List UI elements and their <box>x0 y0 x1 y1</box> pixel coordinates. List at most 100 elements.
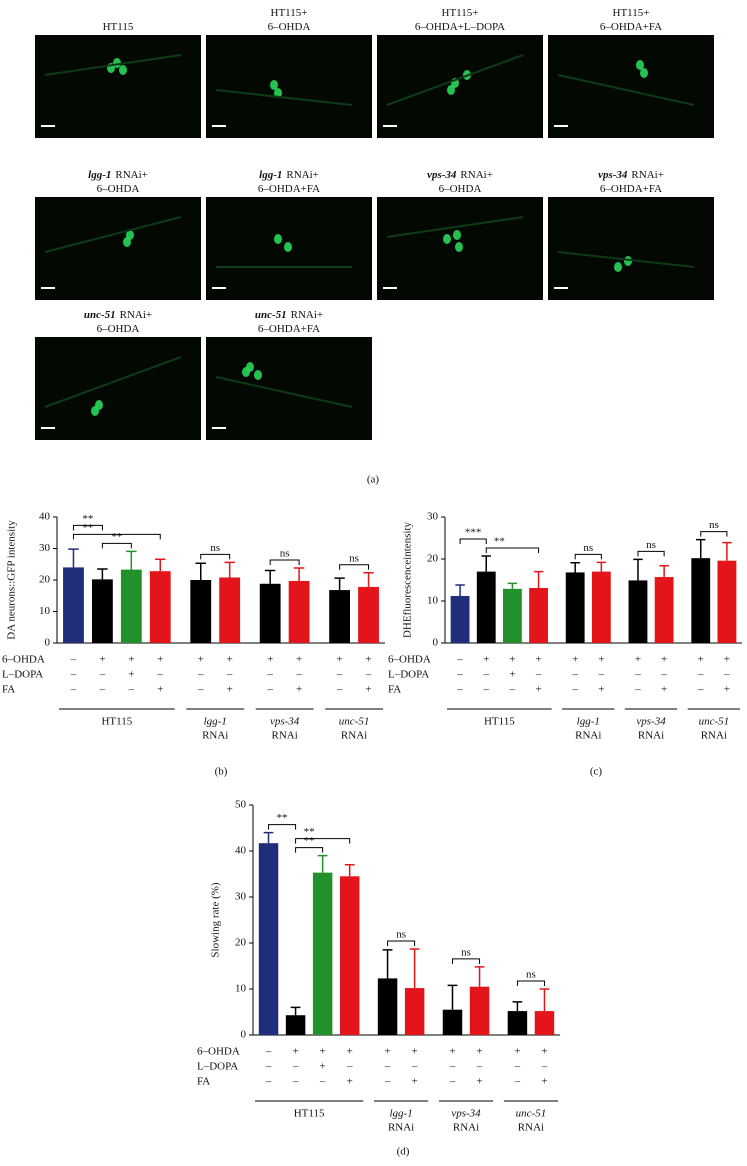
group-label: RNAi <box>388 1122 414 1134</box>
y-tick-label: 0 <box>241 1029 247 1041</box>
error-bar <box>481 555 491 572</box>
neuron-signal <box>640 68 648 78</box>
treatment-mark: – <box>476 1061 483 1073</box>
neuron-signal <box>636 60 644 70</box>
significance-bracket <box>387 940 416 946</box>
panel-caption: vps-34 RNAi+ <box>427 169 493 181</box>
treatment-mark: – <box>482 669 489 681</box>
bar <box>91 579 113 643</box>
treatment-mark: + <box>661 654 667 666</box>
treatment-mark: + <box>661 684 667 696</box>
error-bar <box>447 984 458 1010</box>
panel-caption: 6–OHDA+FA <box>600 21 662 33</box>
panel-caption: unc-51 RNAi+ <box>255 309 323 321</box>
caption-line: RNAi+ <box>460 169 492 181</box>
error-bar <box>696 538 706 559</box>
significance-label: ** <box>494 536 505 548</box>
treatment-mark: – <box>336 669 343 681</box>
treatment-mark: – <box>292 1076 299 1088</box>
treatment-mark: + <box>476 1046 482 1058</box>
y-tick-label: 20 <box>235 937 247 949</box>
bar <box>258 843 279 1035</box>
y-tick-label: 10 <box>39 605 51 617</box>
significance-bracket <box>700 531 728 537</box>
bar <box>691 558 711 643</box>
treatment-mark: – <box>456 669 463 681</box>
panel-label: (c) <box>590 766 603 778</box>
significance-label: ns <box>646 539 656 551</box>
bar <box>329 590 351 643</box>
neuron-signal <box>242 367 250 377</box>
error-bar <box>68 548 79 568</box>
neuron-signal <box>274 234 282 244</box>
treatment-mark: – <box>571 669 578 681</box>
error-bar <box>224 561 235 578</box>
bar <box>120 569 142 643</box>
neuron-signal <box>443 234 451 244</box>
error-bar <box>633 558 643 581</box>
treatment-mark: – <box>723 669 730 681</box>
bar <box>469 986 490 1035</box>
bar <box>502 588 522 643</box>
gene-name: vps-34 <box>427 169 457 181</box>
group-label: RNAi <box>202 730 228 742</box>
error-bar <box>264 569 276 584</box>
treatment-mark: – <box>292 1061 299 1073</box>
treatment-mark: – <box>128 684 135 696</box>
caption-line: 6–OHDA+FA <box>258 183 320 195</box>
error-bar <box>596 561 607 572</box>
panel-caption: vps-34 RNAi+ <box>598 169 664 181</box>
caption-line: 6–OHDA+FA <box>600 183 662 195</box>
panel-caption: 6–OHDA <box>439 183 482 195</box>
bar <box>358 586 379 643</box>
error-bar <box>290 1006 301 1016</box>
treatment-mark: + <box>320 1061 326 1073</box>
gene-name: unc-51 <box>84 309 116 321</box>
treatment-mark: – <box>634 669 641 681</box>
bar <box>190 580 212 643</box>
neuron-signal <box>126 230 134 240</box>
worm-outline <box>557 74 695 106</box>
treatment-mark: – <box>70 654 77 666</box>
treatment-mark: – <box>319 1076 326 1088</box>
error-bar <box>126 550 137 570</box>
neuron-signal <box>614 262 622 272</box>
treatment-mark: – <box>456 654 463 666</box>
panel-caption: unc-51 RNAi+ <box>84 309 152 321</box>
treatment-mark: – <box>266 669 273 681</box>
treatment-mark: – <box>449 1061 456 1073</box>
panel-label: (a) <box>367 474 380 486</box>
error-bar <box>293 567 305 581</box>
worm-outline <box>215 376 353 408</box>
significance-label: ns <box>349 552 359 564</box>
bar <box>717 560 737 643</box>
treatment-mark: + <box>320 1046 326 1058</box>
y-tick-label: 20 <box>427 553 439 565</box>
significance-label: ** <box>277 812 288 824</box>
group-label: RNAi <box>341 730 367 742</box>
treatment-label: L–DOPA <box>2 669 43 681</box>
neuron-signal <box>95 400 103 410</box>
significance-label: ns <box>709 519 719 531</box>
significance-label: ** <box>111 531 122 543</box>
panel-label: (b) <box>215 766 228 778</box>
group-gene: vps-34 <box>636 716 666 728</box>
bar <box>288 580 310 643</box>
panel-caption: 6–OHDA+FA <box>600 183 662 195</box>
neuron-signal <box>284 242 292 252</box>
group-label: RNAi <box>272 730 298 742</box>
treatment-label: L–DOPA <box>388 669 429 681</box>
neuron-signal <box>447 85 455 95</box>
significance-bracket <box>200 553 231 560</box>
treatment-mark: – <box>346 1061 353 1073</box>
y-tick-label: 0 <box>433 637 439 649</box>
treatment-mark: + <box>128 669 134 681</box>
panel-label: (d) <box>397 1146 410 1158</box>
micrograph <box>548 35 714 138</box>
treatment-mark: + <box>336 654 342 666</box>
treatment-mark: + <box>347 1076 353 1088</box>
significance-label: ns <box>280 548 290 560</box>
treatment-mark: + <box>535 684 541 696</box>
significance-bracket <box>72 533 161 540</box>
panel-caption: 6–OHDA+FA <box>258 183 320 195</box>
